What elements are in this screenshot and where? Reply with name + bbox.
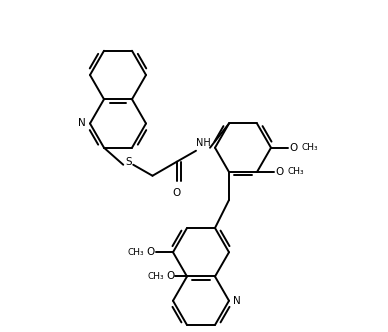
Text: O: O xyxy=(166,272,175,282)
Text: CH₃: CH₃ xyxy=(147,272,164,281)
Text: N: N xyxy=(233,296,241,306)
Text: CH₃: CH₃ xyxy=(128,248,144,257)
Text: O: O xyxy=(275,167,283,177)
Text: CH₃: CH₃ xyxy=(302,143,319,152)
Text: N: N xyxy=(78,119,86,128)
Text: NH: NH xyxy=(196,138,210,148)
Text: O: O xyxy=(173,188,181,198)
Text: O: O xyxy=(147,247,155,257)
Text: CH₃: CH₃ xyxy=(288,168,305,177)
Text: S: S xyxy=(125,157,132,167)
Text: O: O xyxy=(289,143,297,153)
